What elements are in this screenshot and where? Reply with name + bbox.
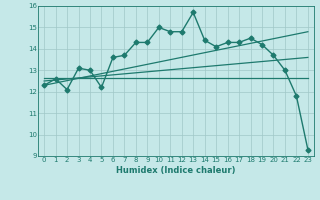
X-axis label: Humidex (Indice chaleur): Humidex (Indice chaleur) xyxy=(116,166,236,175)
